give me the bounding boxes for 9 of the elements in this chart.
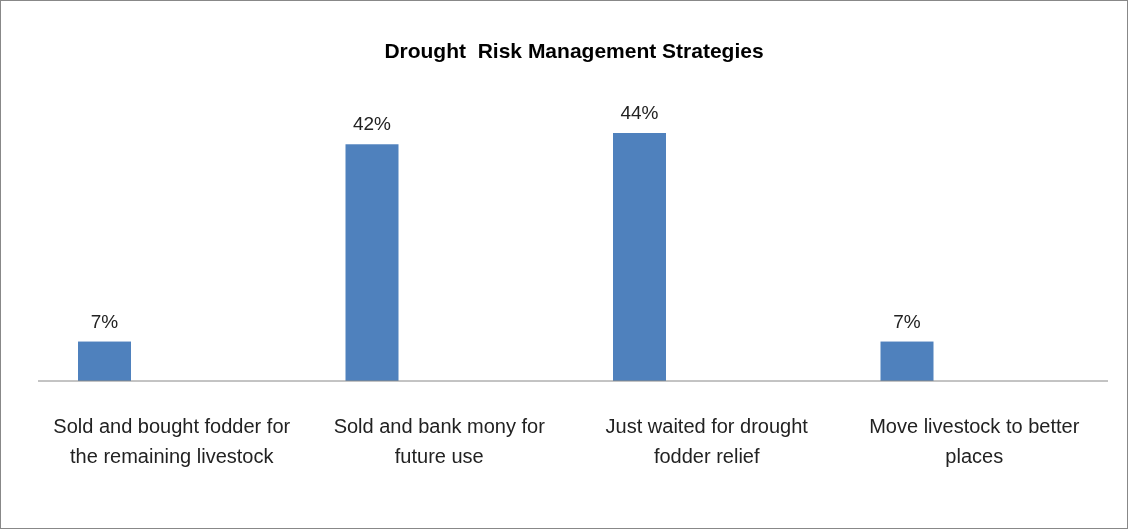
data-label: 7% — [90, 310, 119, 332]
x-tick-label: Just waited for drought fodder relief — [605, 415, 809, 467]
x-tick-label: Move livestock to better places — [869, 415, 1080, 467]
x-tick-label: Sold and bought fodder for the remaining livestock — [53, 415, 291, 467]
data-label: 44% — [620, 102, 659, 123]
data-label: 42% — [352, 113, 392, 135]
x-tick-label: Sold and bank mony for future use — [333, 415, 546, 467]
chart-title: Drought Risk Management Strategies — [384, 39, 764, 62]
data-label: 7% — [893, 310, 921, 332]
